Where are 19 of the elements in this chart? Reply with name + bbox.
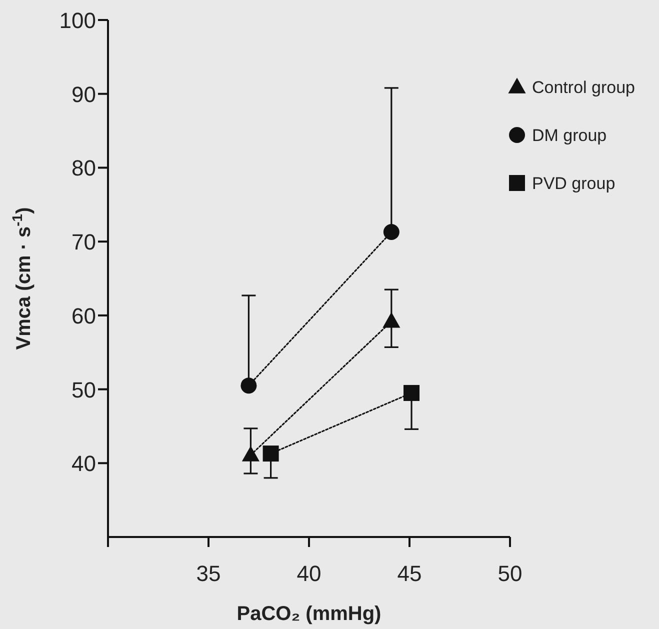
legend-label: Control group (532, 78, 636, 97)
x-tick-label: 35 (196, 561, 221, 586)
y-tick-label: 40 (72, 451, 96, 476)
y-tick-label: 60 (72, 303, 96, 328)
y-tick-label: 80 (72, 156, 96, 181)
legend-label: PVD group (532, 174, 616, 193)
y-tick-label: 100 (59, 8, 96, 33)
point (383, 224, 400, 240)
legend-label: DM group (532, 126, 607, 145)
y-tick-label: 90 (72, 82, 96, 107)
x-axis-title: PaCO₂ (mmHg) (236, 603, 382, 625)
y-tick-label: 50 (72, 377, 96, 402)
point (262, 446, 279, 462)
y-tick-label: 70 (72, 230, 96, 255)
x-tick-label: 40 (296, 561, 322, 586)
x-tick-label: 50 (498, 561, 522, 586)
point (404, 384, 420, 401)
x-tick-label: 45 (397, 561, 422, 586)
point (240, 378, 257, 394)
